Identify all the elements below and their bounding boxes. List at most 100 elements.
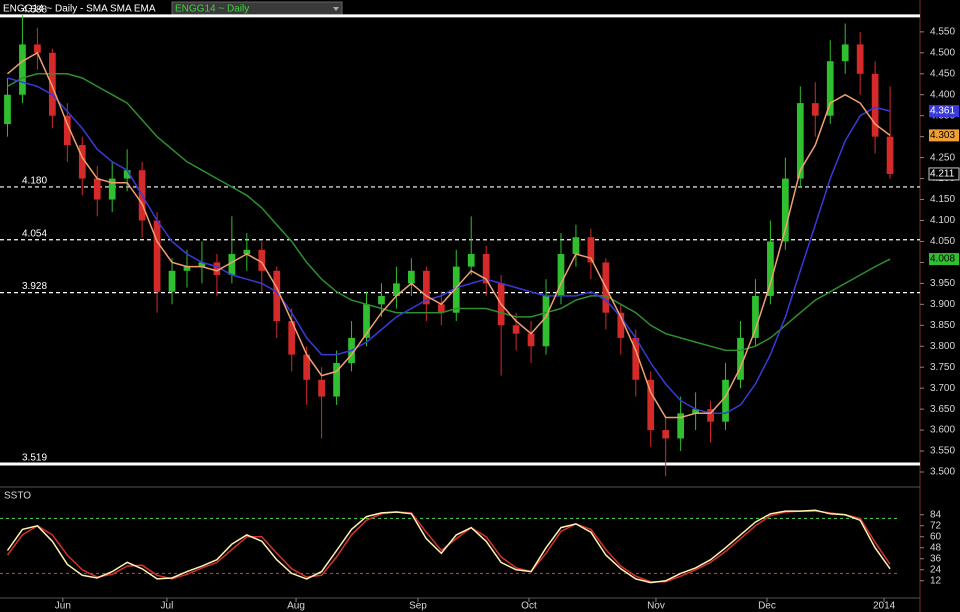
y-tick-label: 3.650 xyxy=(930,404,955,415)
y-tick-label: 4.500 xyxy=(930,47,955,58)
candle-body xyxy=(108,178,116,200)
candle-body xyxy=(782,178,789,242)
moving-average-line xyxy=(7,51,891,419)
candle-body xyxy=(677,413,685,439)
candle-body xyxy=(393,283,400,296)
candle-body xyxy=(303,354,311,380)
candle-body xyxy=(632,337,640,380)
candle-body xyxy=(273,270,281,322)
price-level-label: 3.928 xyxy=(22,281,47,292)
candle-body xyxy=(692,409,699,414)
x-tick-label: Nov xyxy=(647,601,665,612)
candle-body xyxy=(408,270,415,284)
x-tick-label: 2014 xyxy=(873,601,896,612)
y-tick-label: 4.150 xyxy=(930,194,955,205)
candle-body xyxy=(333,363,340,397)
y-tick-label: 3.550 xyxy=(930,446,955,457)
candle-body xyxy=(243,249,251,255)
indicator-tick-label: 72 xyxy=(930,520,942,531)
candle-body xyxy=(467,254,475,267)
value-tag: 4.361 xyxy=(930,106,955,117)
candle-body xyxy=(527,333,535,347)
price-level-label: 3.519 xyxy=(22,453,47,464)
moving-average-line xyxy=(7,73,891,352)
y-tick-label: 3.800 xyxy=(930,341,955,352)
y-tick-label: 3.500 xyxy=(930,467,955,478)
indicator-tick-label: 84 xyxy=(930,509,942,520)
value-tag-box xyxy=(928,167,960,181)
candle-body xyxy=(617,312,625,338)
candle-body xyxy=(841,44,849,62)
indicator-tick-label: 12 xyxy=(930,575,942,586)
candle-body xyxy=(452,266,460,313)
candle-body xyxy=(572,237,580,255)
candle-body xyxy=(93,178,101,200)
x-tick-label: Oct xyxy=(521,601,537,612)
candle-body xyxy=(213,262,221,275)
y-tick-label: 4.550 xyxy=(930,26,955,37)
candle-body xyxy=(318,379,325,397)
candle-body xyxy=(542,295,550,347)
value-tag: 4.211 xyxy=(930,169,955,180)
candle-body xyxy=(153,220,161,292)
candle-body xyxy=(183,266,191,271)
chart-title: ENGG14 ~ Daily - SMA SMA EMA xyxy=(3,4,156,15)
y-tick-label: 3.750 xyxy=(930,362,955,373)
candle-body xyxy=(363,304,370,338)
candle-body xyxy=(707,409,714,422)
price-level-label: 4.180 xyxy=(22,176,47,187)
candle-body xyxy=(78,145,86,179)
y-tick-label: 4.400 xyxy=(930,89,955,100)
candle-body xyxy=(826,61,834,116)
stochastic-line xyxy=(6,509,891,584)
candle-body xyxy=(871,73,879,137)
candle-body xyxy=(737,337,744,380)
dropdown-text[interactable]: ENGG14 ~ Daily xyxy=(175,4,249,15)
candle-body xyxy=(752,295,759,338)
y-tick-label: 4.450 xyxy=(930,68,955,79)
candle-body xyxy=(258,249,266,271)
value-tag: 4.008 xyxy=(930,254,955,265)
candle-body xyxy=(48,52,56,116)
candle-body xyxy=(722,379,729,422)
candle-body xyxy=(378,295,385,305)
candle-body xyxy=(34,44,41,53)
x-tick-label: Sep xyxy=(409,601,427,612)
candle-body xyxy=(123,170,131,179)
y-tick-label: 3.700 xyxy=(930,383,955,394)
value-tag-box xyxy=(929,105,959,118)
candle-body xyxy=(228,254,236,275)
candle-body xyxy=(557,254,565,296)
candle-body xyxy=(482,254,490,284)
candle-body xyxy=(19,44,26,95)
candle-body xyxy=(662,430,670,439)
candle-body xyxy=(437,304,445,313)
x-tick-label: Aug xyxy=(287,601,305,612)
y-tick-label: 3.950 xyxy=(930,278,955,289)
x-tick-label: Dec xyxy=(758,601,776,612)
indicator-tick-label: 24 xyxy=(930,564,942,575)
symbol-dropdown[interactable]: ENGG14 ~ Daily xyxy=(171,1,343,17)
y-tick-label: 4.100 xyxy=(930,215,955,226)
moving-average-line xyxy=(7,77,891,415)
candle-body xyxy=(168,270,176,292)
candle-body xyxy=(886,136,894,174)
value-tag: 4.303 xyxy=(930,130,955,141)
y-tick-label: 3.850 xyxy=(930,320,955,331)
candle-body xyxy=(288,321,296,355)
y-tick-label: 3.900 xyxy=(930,299,955,310)
value-tag-box xyxy=(929,253,959,266)
candle-body xyxy=(198,262,206,267)
indicator-tick-label: 60 xyxy=(930,531,942,542)
candle-body xyxy=(4,94,11,125)
candle-body xyxy=(63,115,71,146)
y-tick-label: 4.250 xyxy=(930,152,955,163)
candle-body xyxy=(647,379,655,431)
indicator-tick-label: 36 xyxy=(930,553,942,564)
value-tag-box xyxy=(929,129,959,142)
dropdown-arrow[interactable] xyxy=(333,7,339,11)
candle-body xyxy=(422,270,430,305)
candle-body xyxy=(512,325,520,334)
